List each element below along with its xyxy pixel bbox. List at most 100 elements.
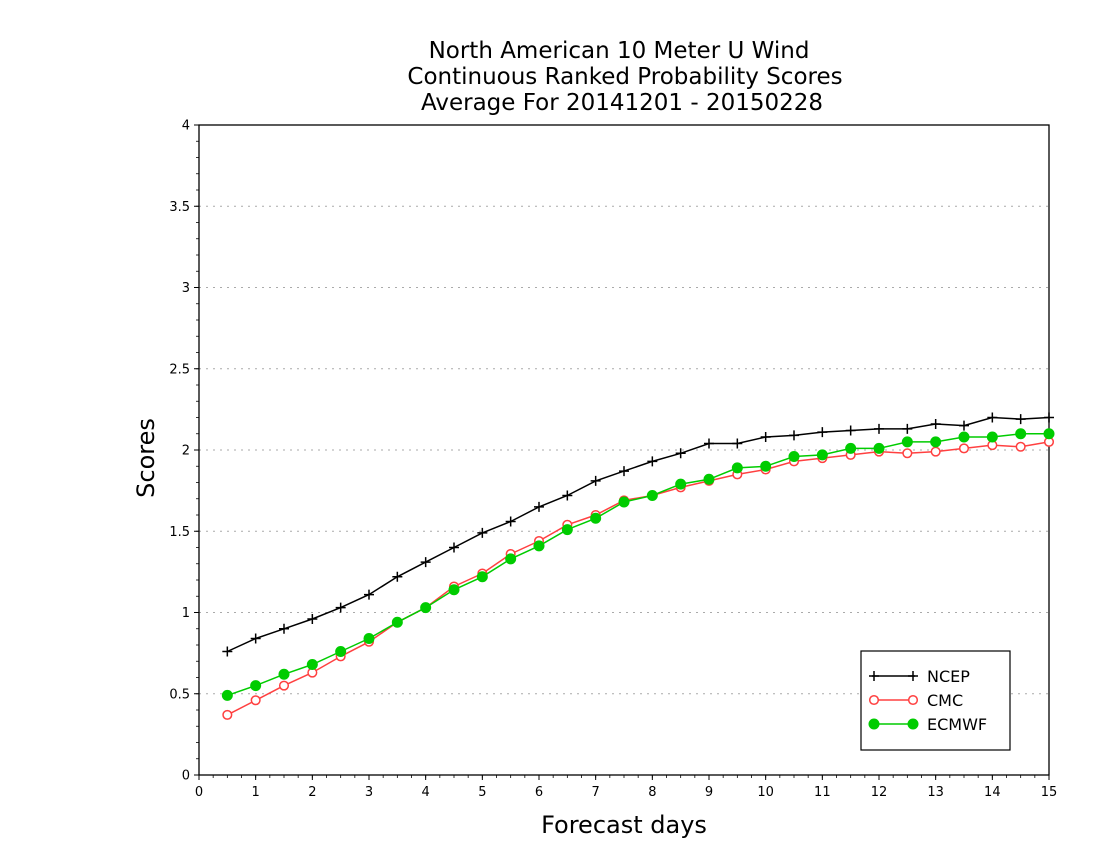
x-tick-label: 2 [308, 785, 316, 800]
data-point-ecmwf [221, 689, 233, 701]
chart-title: North American 10 Meter U Wind Continuou… [407, 38, 842, 116]
legend-marker-cmc [868, 694, 880, 706]
legend-label-ncep: NCEP [927, 667, 970, 686]
x-tick-label: 0 [195, 785, 203, 800]
data-point-ecmwf [760, 460, 772, 472]
data-point-ecmwf [250, 680, 262, 692]
data-point-cmc [250, 695, 261, 706]
data-point-ncep [619, 466, 629, 477]
data-point-ncep [902, 423, 913, 434]
data-point-ncep [732, 438, 743, 449]
data-point-ncep [647, 456, 658, 467]
legend-marker-ncep [908, 671, 918, 681]
data-point-ecmwf [420, 602, 432, 614]
data-point-cmc [902, 448, 913, 459]
series-group [221, 412, 1055, 720]
data-point-ncep [987, 412, 998, 423]
data-point-ncep [817, 427, 828, 438]
data-point-ecmwf [448, 584, 460, 596]
data-point-cmc [930, 446, 941, 457]
data-point-ecmwf [986, 431, 998, 443]
data-point-ecmwf [363, 633, 375, 644]
y-tick-label: 3 [182, 281, 190, 296]
x-tick-label: 4 [422, 785, 430, 800]
grid [199, 205, 1049, 695]
series-ncep [222, 412, 1054, 657]
y-tick-label: 3.5 [169, 200, 190, 215]
x-axis-label: Forecast days [541, 811, 707, 839]
legend-label-cmc: CMC [927, 691, 963, 710]
y-axis-ticks: 0 0.5 1 1.5 2 2.5 3 3.5 4 [169, 119, 199, 784]
data-point-ncep [279, 623, 289, 634]
data-point-ecmwf [901, 436, 913, 448]
data-point-ecmwf [703, 473, 715, 485]
data-point-ncep [760, 432, 771, 442]
x-tick-label: 8 [648, 785, 656, 800]
data-point-ecmwf [561, 524, 573, 536]
chart-title-line-1: North American 10 Meter U Wind [429, 38, 810, 64]
data-point-ncep [449, 542, 459, 553]
x-axis-ticks: 0 1 2 3 4 5 6 7 8 9 10 11 12 13 14 15 [195, 775, 1057, 800]
x-tick-label: 5 [478, 785, 486, 800]
series-line-ncep [226, 416, 1050, 653]
data-point-cmc [958, 443, 970, 454]
data-point-ncep [1044, 412, 1054, 423]
x-tick-label: 14 [984, 785, 1001, 800]
series-ecmwf [221, 428, 1055, 701]
legend-marker-ncep [869, 671, 879, 681]
data-point-ecmwf [958, 431, 970, 443]
data-point-ecmwf [278, 668, 290, 680]
data-point-ecmwf [1043, 428, 1055, 440]
x-tick-label: 3 [365, 785, 373, 800]
plot-frame [198, 124, 1050, 776]
data-point-ecmwf [816, 449, 828, 461]
chart-title-line-3: Average For 20141201 - 20150228 [421, 90, 823, 116]
data-point-ncep [789, 430, 799, 441]
x-tick-label: 6 [535, 785, 543, 800]
data-point-ncep [420, 557, 431, 568]
data-point-ecmwf [505, 553, 517, 565]
data-point-ecmwf [731, 462, 743, 474]
data-point-ecmwf [930, 436, 942, 448]
y-tick-label: 0.5 [169, 687, 190, 702]
data-point-ecmwf [476, 571, 488, 583]
data-point-ncep [534, 501, 544, 512]
legend-entry-ncep: NCEP [869, 667, 970, 686]
data-point-ecmwf [618, 496, 630, 508]
data-point-ncep [392, 571, 403, 582]
y-tick-label: 2.5 [169, 362, 190, 377]
data-point-ncep [335, 602, 346, 613]
legend: NCEP CMC ECMWF [860, 650, 1011, 751]
data-point-ecmwf [788, 451, 800, 462]
legend-entry-ecmwf: ECMWF [868, 715, 987, 734]
data-point-ecmwf [590, 512, 602, 524]
data-point-ecmwf [873, 442, 885, 454]
x-tick-label: 12 [871, 785, 888, 800]
legend-marker-ecmwf [907, 718, 919, 730]
chart-title-line-2: Continuous Ranked Probability Scores [407, 64, 842, 90]
y-tick-label: 1 [182, 606, 190, 621]
data-point-ncep [1015, 414, 1026, 425]
x-tick-label: 15 [1041, 785, 1058, 800]
data-point-cmc [1015, 441, 1026, 452]
data-point-ecmwf [306, 659, 318, 670]
data-point-ncep [222, 646, 233, 657]
x-tick-label: 9 [705, 785, 713, 800]
data-point-cmc [222, 709, 233, 720]
data-point-ecmwf [646, 490, 658, 501]
x-tick-label: 13 [927, 785, 944, 800]
y-tick-label: 2 [182, 444, 190, 459]
data-point-ecmwf [391, 616, 403, 628]
x-tick-label: 11 [814, 785, 831, 800]
data-point-ncep [307, 614, 318, 624]
legend-marker-ecmwf [868, 718, 880, 730]
data-point-ecmwf [335, 646, 347, 657]
data-point-ncep [562, 490, 573, 501]
data-point-ncep [930, 419, 941, 429]
y-tick-label: 0 [182, 769, 190, 784]
data-point-ncep [364, 589, 374, 600]
legend-marker-cmc [907, 694, 919, 706]
data-point-ncep [505, 516, 516, 527]
data-point-ecmwf [675, 478, 687, 490]
